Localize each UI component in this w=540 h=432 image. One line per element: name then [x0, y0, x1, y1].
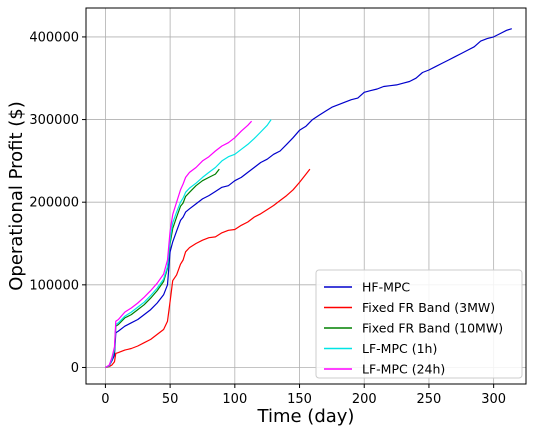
plot-frame: [85, 7, 527, 385]
x-tick-label: 200: [352, 392, 377, 407]
y-tick-label: 400000: [29, 30, 79, 45]
x-tick-label: 50: [162, 392, 179, 407]
x-axis-label: Time (day): [257, 406, 355, 427]
y-tick-label: 300000: [29, 113, 79, 128]
y-axis-label: Operational Profit ($): [6, 101, 27, 291]
y-axis-ticks: 0 100000 200000 300000 400000: [29, 30, 86, 376]
y-tick-label: 200000: [29, 196, 79, 211]
x-tick-label: 250: [417, 392, 442, 407]
series-lines: [105, 28, 512, 369]
legend-label: LF-MPC (24h): [362, 362, 445, 377]
x-tick-label: 300: [481, 392, 506, 407]
series-line-1: [105, 168, 311, 369]
x-tick-label: 150: [287, 392, 312, 407]
legend-box: [315, 269, 523, 379]
legend-label: Fixed FR Band (10MW): [362, 321, 503, 336]
legend: HF-MPC Fixed FR Band (3MW) Fixed FR Band (…: [315, 269, 523, 379]
x-axis-ticks: 0 50 100 150 200 250 300: [101, 384, 506, 407]
y-tick-label: 100000: [29, 278, 79, 293]
grid-lines: [86, 8, 526, 384]
legend-label: LF-MPC (1h): [362, 341, 437, 356]
x-tick-label: 100: [222, 392, 247, 407]
x-tick-label: 0: [101, 392, 109, 407]
series-line-0: [105, 28, 512, 369]
series-line-4: [105, 120, 253, 369]
y-tick-label: 0: [71, 361, 79, 376]
series-line-3: [105, 119, 272, 369]
legend-label: HF-MPC: [362, 280, 410, 295]
legend-label: Fixed FR Band (3MW): [362, 300, 495, 315]
